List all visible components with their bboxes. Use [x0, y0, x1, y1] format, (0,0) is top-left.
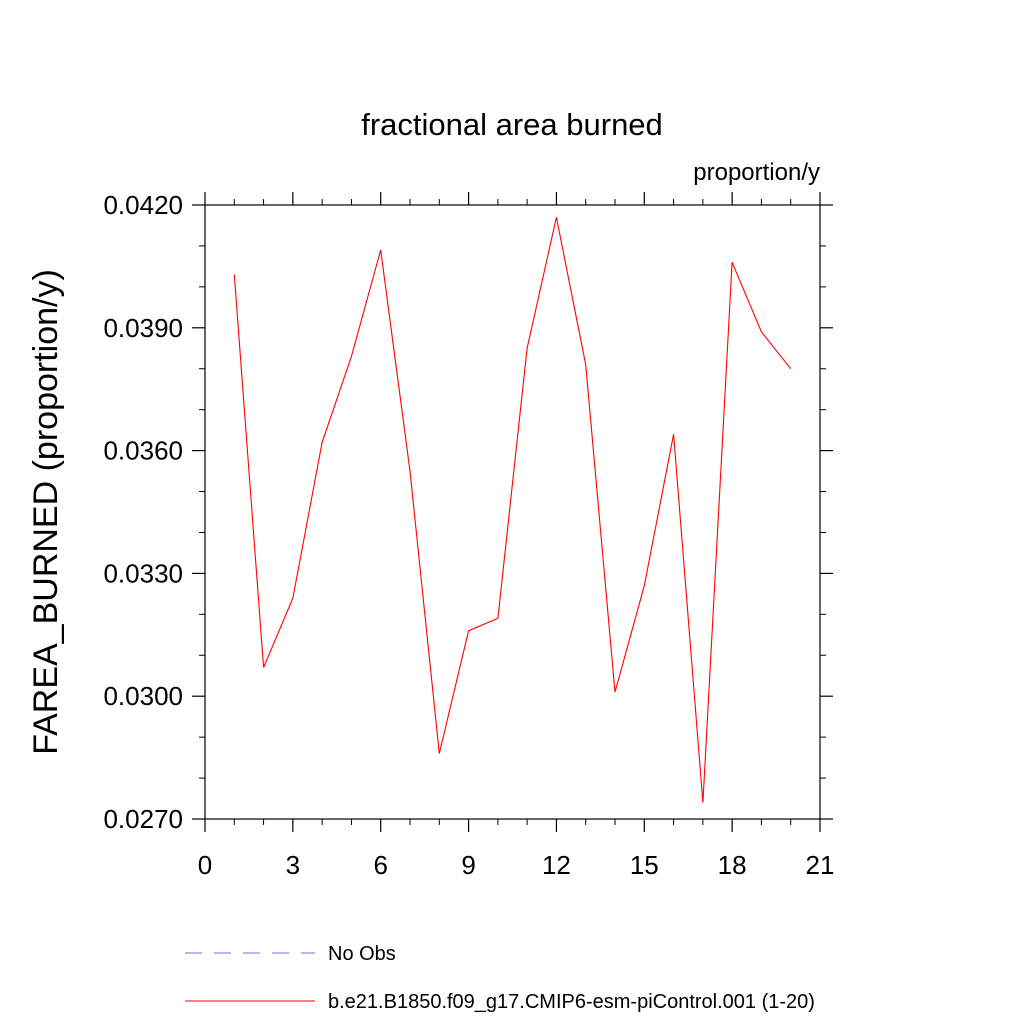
plot-frame [204, 204, 821, 820]
legend: No Obs b.e21.B1850.f09_g17.CMIP6-esm-piCo… [185, 943, 815, 1013]
units-label: proportion/y [693, 159, 820, 186]
axes: 0 3 6 9 12 15 18 21 0.0270 0.0300 0.0330 0.0360 0.03… [103, 190, 834, 880]
x-tick-label: 15 [630, 850, 659, 880]
y-tick-label: 0.0420 [103, 190, 183, 220]
x-tick-label: 21 [806, 850, 835, 880]
x-tick-label: 12 [542, 850, 571, 880]
y-tick-label: 0.0300 [103, 681, 183, 711]
y-axis-label: FAREA_BURNED (proportion/y) [27, 269, 65, 755]
series-line-1 [233, 217, 792, 803]
y-tick-label: 0.0330 [103, 558, 183, 588]
series-layer [233, 217, 792, 803]
legend-label-1: No Obs [328, 943, 396, 965]
x-tick-label: 18 [718, 850, 747, 880]
x-tick-label: 0 [198, 850, 212, 880]
legend-label-2: b.e21.B1850.f09_g17.CMIP6-esm-piControl.… [328, 991, 815, 1013]
x-tick-label: 3 [286, 850, 300, 880]
chart-title: fractional area burned [361, 107, 663, 142]
y-tick-label: 0.0270 [103, 804, 183, 834]
x-tick-label: 6 [373, 850, 387, 880]
y-tick-label: 0.0390 [103, 313, 183, 343]
x-tick-label: 9 [461, 850, 475, 880]
y-tick-label: 0.0360 [103, 436, 183, 466]
